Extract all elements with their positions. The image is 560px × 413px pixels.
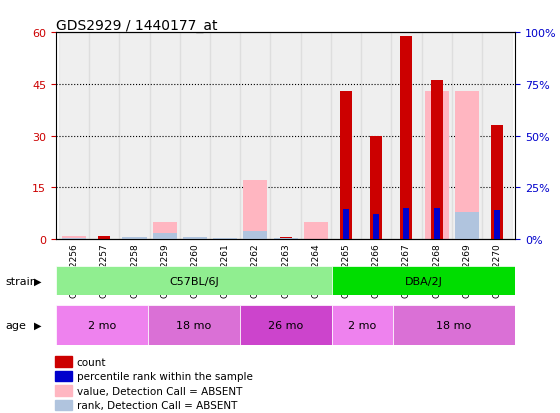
Text: ▶: ▶ [34, 320, 41, 330]
Bar [213, 239, 237, 240]
FancyBboxPatch shape [393, 306, 515, 345]
Text: count: count [77, 357, 106, 367]
Bar [422, 33, 452, 240]
Bar [183, 237, 207, 240]
Text: strain: strain [6, 276, 38, 286]
Bar [55, 385, 72, 396]
Bar [55, 356, 72, 367]
Bar [304, 222, 328, 240]
Text: C57BL/6J: C57BL/6J [169, 276, 218, 286]
Text: age: age [6, 320, 26, 330]
Text: rank, Detection Call = ABSENT: rank, Detection Call = ABSENT [77, 401, 237, 411]
Text: GDS2929 / 1440177_at: GDS2929 / 1440177_at [56, 19, 217, 33]
Bar [55, 371, 72, 381]
FancyBboxPatch shape [148, 306, 240, 345]
Bar [62, 239, 86, 240]
Bar [243, 231, 268, 240]
FancyBboxPatch shape [332, 306, 393, 345]
Text: 26 mo: 26 mo [268, 320, 303, 330]
FancyBboxPatch shape [56, 306, 148, 345]
Bar [123, 238, 147, 240]
Bar [433, 209, 440, 240]
FancyBboxPatch shape [332, 266, 515, 295]
Bar [123, 237, 147, 240]
Bar [89, 33, 119, 240]
Bar [373, 215, 379, 240]
FancyBboxPatch shape [240, 306, 332, 345]
Bar [340, 92, 352, 240]
Text: ▶: ▶ [34, 276, 41, 286]
Bar [270, 33, 301, 240]
Bar [482, 33, 512, 240]
Bar [361, 33, 391, 240]
Bar [153, 233, 177, 240]
Bar [99, 236, 110, 240]
Bar [400, 36, 413, 240]
Bar [153, 222, 177, 240]
Bar [491, 126, 503, 240]
Bar [210, 33, 240, 240]
Bar [62, 236, 86, 240]
Bar [243, 181, 268, 240]
Text: percentile rank within the sample: percentile rank within the sample [77, 372, 253, 382]
Bar [455, 213, 479, 240]
Bar [180, 33, 210, 240]
Bar [183, 238, 207, 240]
Bar [431, 81, 443, 240]
Bar [424, 92, 449, 240]
Text: value, Detection Call = ABSENT: value, Detection Call = ABSENT [77, 386, 242, 396]
Bar [119, 33, 150, 240]
Bar [455, 92, 479, 240]
Bar [150, 33, 180, 240]
Bar [59, 33, 89, 240]
FancyBboxPatch shape [56, 266, 332, 295]
Bar [301, 33, 331, 240]
Text: 18 mo: 18 mo [436, 320, 472, 330]
Text: DBA/2J: DBA/2J [404, 276, 442, 286]
Bar [273, 239, 298, 240]
Bar [55, 400, 72, 410]
Bar [279, 238, 292, 240]
Bar [370, 136, 382, 240]
Bar [343, 210, 349, 240]
Bar [494, 211, 500, 240]
Bar [240, 33, 270, 240]
Bar [452, 33, 482, 240]
Bar [403, 209, 409, 240]
Bar [331, 33, 361, 240]
Bar [391, 33, 422, 240]
Text: 18 mo: 18 mo [176, 320, 211, 330]
Text: 2 mo: 2 mo [88, 320, 116, 330]
Text: 2 mo: 2 mo [348, 320, 376, 330]
